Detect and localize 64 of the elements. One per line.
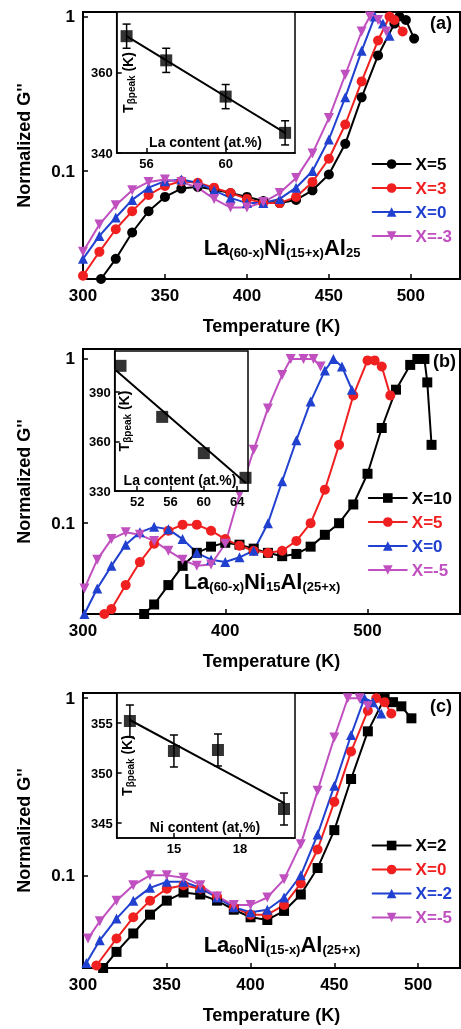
x-tick-label: 60 bbox=[218, 156, 233, 171]
x-tick-label: 300 bbox=[68, 286, 98, 305]
x-axis-title: Temperature (K) bbox=[202, 651, 341, 671]
x-axis-title: La content (at.%) bbox=[149, 134, 262, 150]
x-tick-label: 350 bbox=[150, 286, 180, 305]
y-tick-label: 360 bbox=[90, 64, 113, 80]
x-tick-label: 500 bbox=[396, 286, 426, 305]
annotation: (c) bbox=[430, 696, 452, 716]
x-tick-label: 500 bbox=[403, 975, 433, 994]
y-axis-title: Tβpeak (K) bbox=[116, 390, 133, 452]
x-tick-label: 400 bbox=[232, 286, 262, 305]
y-tick-label: 360 bbox=[88, 434, 111, 450]
x-tick-label: 60 bbox=[196, 494, 212, 509]
annotation: (b) bbox=[433, 351, 456, 371]
annotation: (a) bbox=[430, 13, 452, 33]
legend-label: X=5 bbox=[411, 512, 443, 532]
y-tick-label: 355 bbox=[90, 715, 113, 731]
annotation: La(60-x)Ni(15+x)Al25 bbox=[203, 235, 361, 260]
x-tick-label: 500 bbox=[353, 621, 382, 640]
legend-label: X=-5 bbox=[415, 908, 453, 927]
annotation: La60Ni(15-x)Al(25+x) bbox=[203, 932, 361, 957]
legend-label: X=-5 bbox=[411, 560, 449, 580]
y-axis-title: Normalized G'' bbox=[14, 768, 34, 893]
y-tick-label: 1 bbox=[65, 349, 75, 369]
x-tick-label: 56 bbox=[163, 494, 178, 509]
y-tick-label: 390 bbox=[88, 384, 111, 400]
y-axis-title: Normalized G'' bbox=[14, 83, 34, 208]
legend-label: X=2 bbox=[415, 836, 447, 855]
y-tick-label: 0.1 bbox=[51, 865, 75, 885]
y-tick-label: 330 bbox=[88, 483, 111, 499]
x-tick-label: 18 bbox=[232, 841, 248, 856]
y-tick-label: 350 bbox=[90, 765, 113, 781]
x-axis-title: Temperature (K) bbox=[202, 316, 341, 336]
y-axis-title: Normalized G'' bbox=[14, 419, 34, 544]
y-tick-label: 1 bbox=[65, 688, 75, 708]
legend-label: X=5 bbox=[415, 154, 447, 174]
y-tick-label: 345 bbox=[90, 815, 113, 831]
y-tick-label: 0.1 bbox=[51, 513, 75, 533]
x-axis-title: La content (at.%) bbox=[123, 472, 237, 488]
x-tick-label: 56 bbox=[139, 156, 154, 171]
y-axis-title: Tβpeak (K) bbox=[119, 735, 136, 796]
x-tick-label: 52 bbox=[129, 494, 145, 509]
legend-label: X=0 bbox=[415, 202, 447, 222]
legend-label: X=10 bbox=[411, 488, 453, 508]
y-tick-label: 340 bbox=[90, 145, 113, 161]
x-axis-title: Ni content (at.%) bbox=[149, 819, 261, 835]
legend-label: X=-3 bbox=[415, 226, 453, 246]
x-tick-label: 400 bbox=[236, 975, 265, 994]
annotation: La(60-x)Ni15Al(25+x) bbox=[183, 569, 341, 594]
legend-label: X=0 bbox=[415, 860, 447, 879]
x-tick-label: 350 bbox=[152, 975, 181, 994]
legend-label: X=-2 bbox=[415, 884, 453, 903]
legend-label: X=0 bbox=[411, 536, 443, 556]
x-tick-label: 300 bbox=[68, 621, 98, 640]
x-axis-title: Temperature (K) bbox=[202, 1005, 341, 1025]
x-tick-label: 450 bbox=[314, 286, 344, 305]
legend-label: X=3 bbox=[415, 178, 447, 198]
x-tick-label: 450 bbox=[320, 975, 349, 994]
x-tick-label: 400 bbox=[211, 621, 240, 640]
x-tick-label: 15 bbox=[166, 841, 182, 856]
x-tick-label: 300 bbox=[68, 975, 98, 994]
y-tick-label: 1 bbox=[65, 7, 75, 27]
y-axis-title: Tβpeak (K) bbox=[120, 52, 137, 113]
y-tick-label: 0.1 bbox=[51, 161, 75, 181]
